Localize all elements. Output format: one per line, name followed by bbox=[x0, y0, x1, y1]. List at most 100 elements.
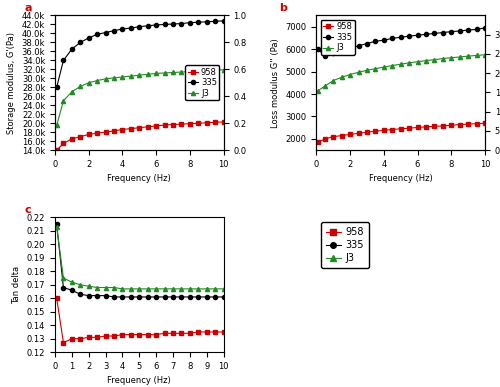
335 bbox=[54, 222, 60, 226]
J3 bbox=[170, 70, 176, 75]
Legend: 958, 335, J3: 958, 335, J3 bbox=[321, 223, 369, 268]
958 bbox=[178, 331, 184, 336]
335 bbox=[111, 295, 117, 299]
958 bbox=[128, 126, 134, 131]
335 bbox=[330, 50, 336, 55]
335 bbox=[86, 36, 91, 40]
958 bbox=[69, 336, 75, 341]
J3 bbox=[69, 89, 75, 94]
958 bbox=[414, 125, 420, 130]
335 bbox=[212, 295, 218, 299]
335 bbox=[54, 85, 60, 90]
958 bbox=[406, 126, 412, 130]
335 bbox=[390, 36, 396, 41]
Text: c: c bbox=[24, 205, 32, 215]
958 bbox=[187, 122, 193, 126]
J3 bbox=[153, 71, 159, 76]
958 bbox=[170, 122, 176, 127]
335 bbox=[178, 21, 184, 26]
335 bbox=[196, 20, 202, 24]
J3 bbox=[330, 78, 336, 83]
J3 bbox=[356, 70, 362, 75]
Line: 335: 335 bbox=[54, 222, 226, 299]
958 bbox=[102, 130, 108, 135]
335 bbox=[69, 288, 75, 293]
335 bbox=[78, 40, 84, 45]
958 bbox=[60, 341, 66, 345]
335 bbox=[338, 48, 344, 53]
Line: 335: 335 bbox=[316, 26, 487, 58]
J3 bbox=[220, 67, 226, 72]
Line: 335: 335 bbox=[54, 19, 226, 89]
958 bbox=[212, 330, 218, 334]
J3 bbox=[60, 98, 66, 103]
335 bbox=[128, 295, 134, 299]
335 bbox=[372, 39, 378, 44]
J3 bbox=[102, 285, 108, 290]
J3 bbox=[212, 68, 218, 73]
335 bbox=[136, 24, 142, 29]
J3 bbox=[196, 69, 202, 74]
335 bbox=[120, 27, 126, 31]
958 bbox=[220, 330, 226, 334]
J3 bbox=[440, 56, 446, 61]
J3 bbox=[162, 286, 168, 291]
335 bbox=[170, 22, 176, 26]
J3 bbox=[111, 75, 117, 80]
958 bbox=[102, 334, 108, 338]
958 bbox=[144, 332, 150, 337]
958 bbox=[120, 332, 126, 337]
958 bbox=[170, 331, 176, 336]
J3 bbox=[398, 62, 404, 67]
Legend: 958, 335, J3: 958, 335, J3 bbox=[320, 20, 355, 55]
958 bbox=[347, 132, 353, 137]
Line: J3: J3 bbox=[54, 68, 226, 128]
335 bbox=[162, 22, 168, 27]
335 bbox=[170, 295, 176, 299]
335 bbox=[60, 58, 66, 63]
J3 bbox=[406, 60, 412, 65]
J3 bbox=[381, 65, 387, 69]
J3 bbox=[86, 284, 91, 288]
X-axis label: Frequency (Hz): Frequency (Hz) bbox=[108, 377, 171, 385]
335 bbox=[60, 285, 66, 290]
J3 bbox=[102, 77, 108, 81]
Line: J3: J3 bbox=[54, 225, 226, 291]
Y-axis label: Loss modulus G'' (Pa): Loss modulus G'' (Pa) bbox=[271, 38, 280, 128]
J3 bbox=[128, 286, 134, 291]
Line: 958: 958 bbox=[316, 121, 487, 144]
335 bbox=[423, 32, 429, 37]
J3 bbox=[196, 286, 202, 291]
958 bbox=[330, 134, 336, 139]
958 bbox=[364, 130, 370, 135]
958 bbox=[78, 336, 84, 341]
958 bbox=[465, 122, 471, 127]
958 bbox=[381, 128, 387, 133]
J3 bbox=[212, 286, 218, 291]
J3 bbox=[178, 70, 184, 74]
J3 bbox=[414, 59, 420, 64]
958 bbox=[86, 335, 91, 340]
335 bbox=[120, 295, 126, 299]
958 bbox=[440, 123, 446, 128]
335 bbox=[212, 19, 218, 24]
J3 bbox=[482, 52, 488, 57]
335 bbox=[144, 24, 150, 28]
958 bbox=[162, 331, 168, 336]
958 bbox=[220, 120, 226, 124]
J3 bbox=[423, 58, 429, 63]
J3 bbox=[94, 78, 100, 83]
335 bbox=[86, 293, 91, 298]
J3 bbox=[120, 75, 126, 79]
958 bbox=[153, 123, 159, 128]
335 bbox=[465, 28, 471, 33]
958 bbox=[432, 124, 438, 129]
J3 bbox=[178, 286, 184, 291]
958 bbox=[69, 137, 75, 141]
335 bbox=[94, 32, 100, 37]
X-axis label: Frequency (Hz): Frequency (Hz) bbox=[108, 175, 171, 183]
958 bbox=[356, 131, 362, 135]
958 bbox=[474, 122, 480, 126]
Y-axis label: Tan delta: Tan delta bbox=[12, 266, 21, 304]
335 bbox=[144, 295, 150, 299]
